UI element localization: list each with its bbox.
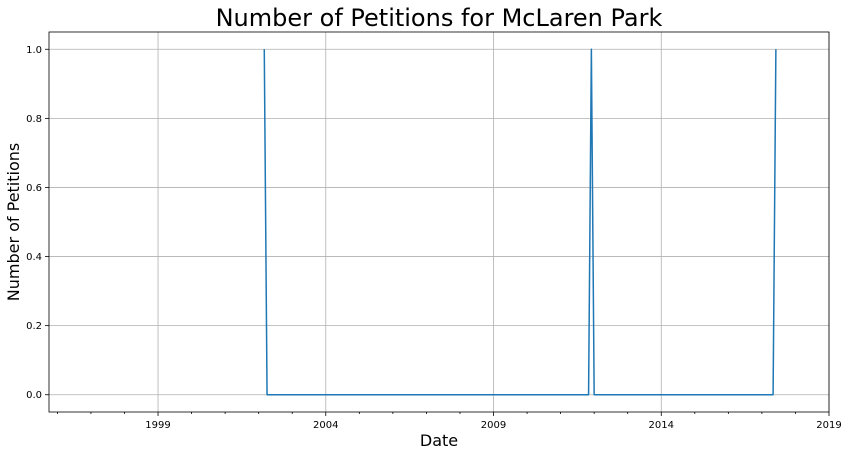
y-tick-label: 0.8 [26,114,42,125]
x-tick-label: 2014 [649,420,674,431]
y-tick-label: 0.6 [26,183,42,194]
x-tick-label: 2009 [481,420,506,431]
x-tick-label: 2004 [313,420,338,431]
grid [49,32,830,412]
series-layer [263,48,777,396]
plot-frame [48,31,830,413]
y-tick-label: 0.2 [26,321,42,332]
y-tick-label: 0.0 [26,390,42,401]
y-axis: 0.0 0.2 0.4 0.6 0.8 1.0 [26,45,49,401]
y-axis-label: Number of Petitions [4,143,23,302]
y-tick-label: 1.0 [26,45,42,56]
x-tick-label: 1999 [145,420,170,431]
series-line [263,48,777,396]
x-axis: 1999 2004 2009 2014 2019 [56,412,842,431]
x-axis-label: Date [420,431,458,450]
chart-title: Number of Petitions for McLaren Park [216,4,663,32]
y-tick-label: 0.4 [26,252,42,263]
x-tick-label: 2019 [816,420,841,431]
